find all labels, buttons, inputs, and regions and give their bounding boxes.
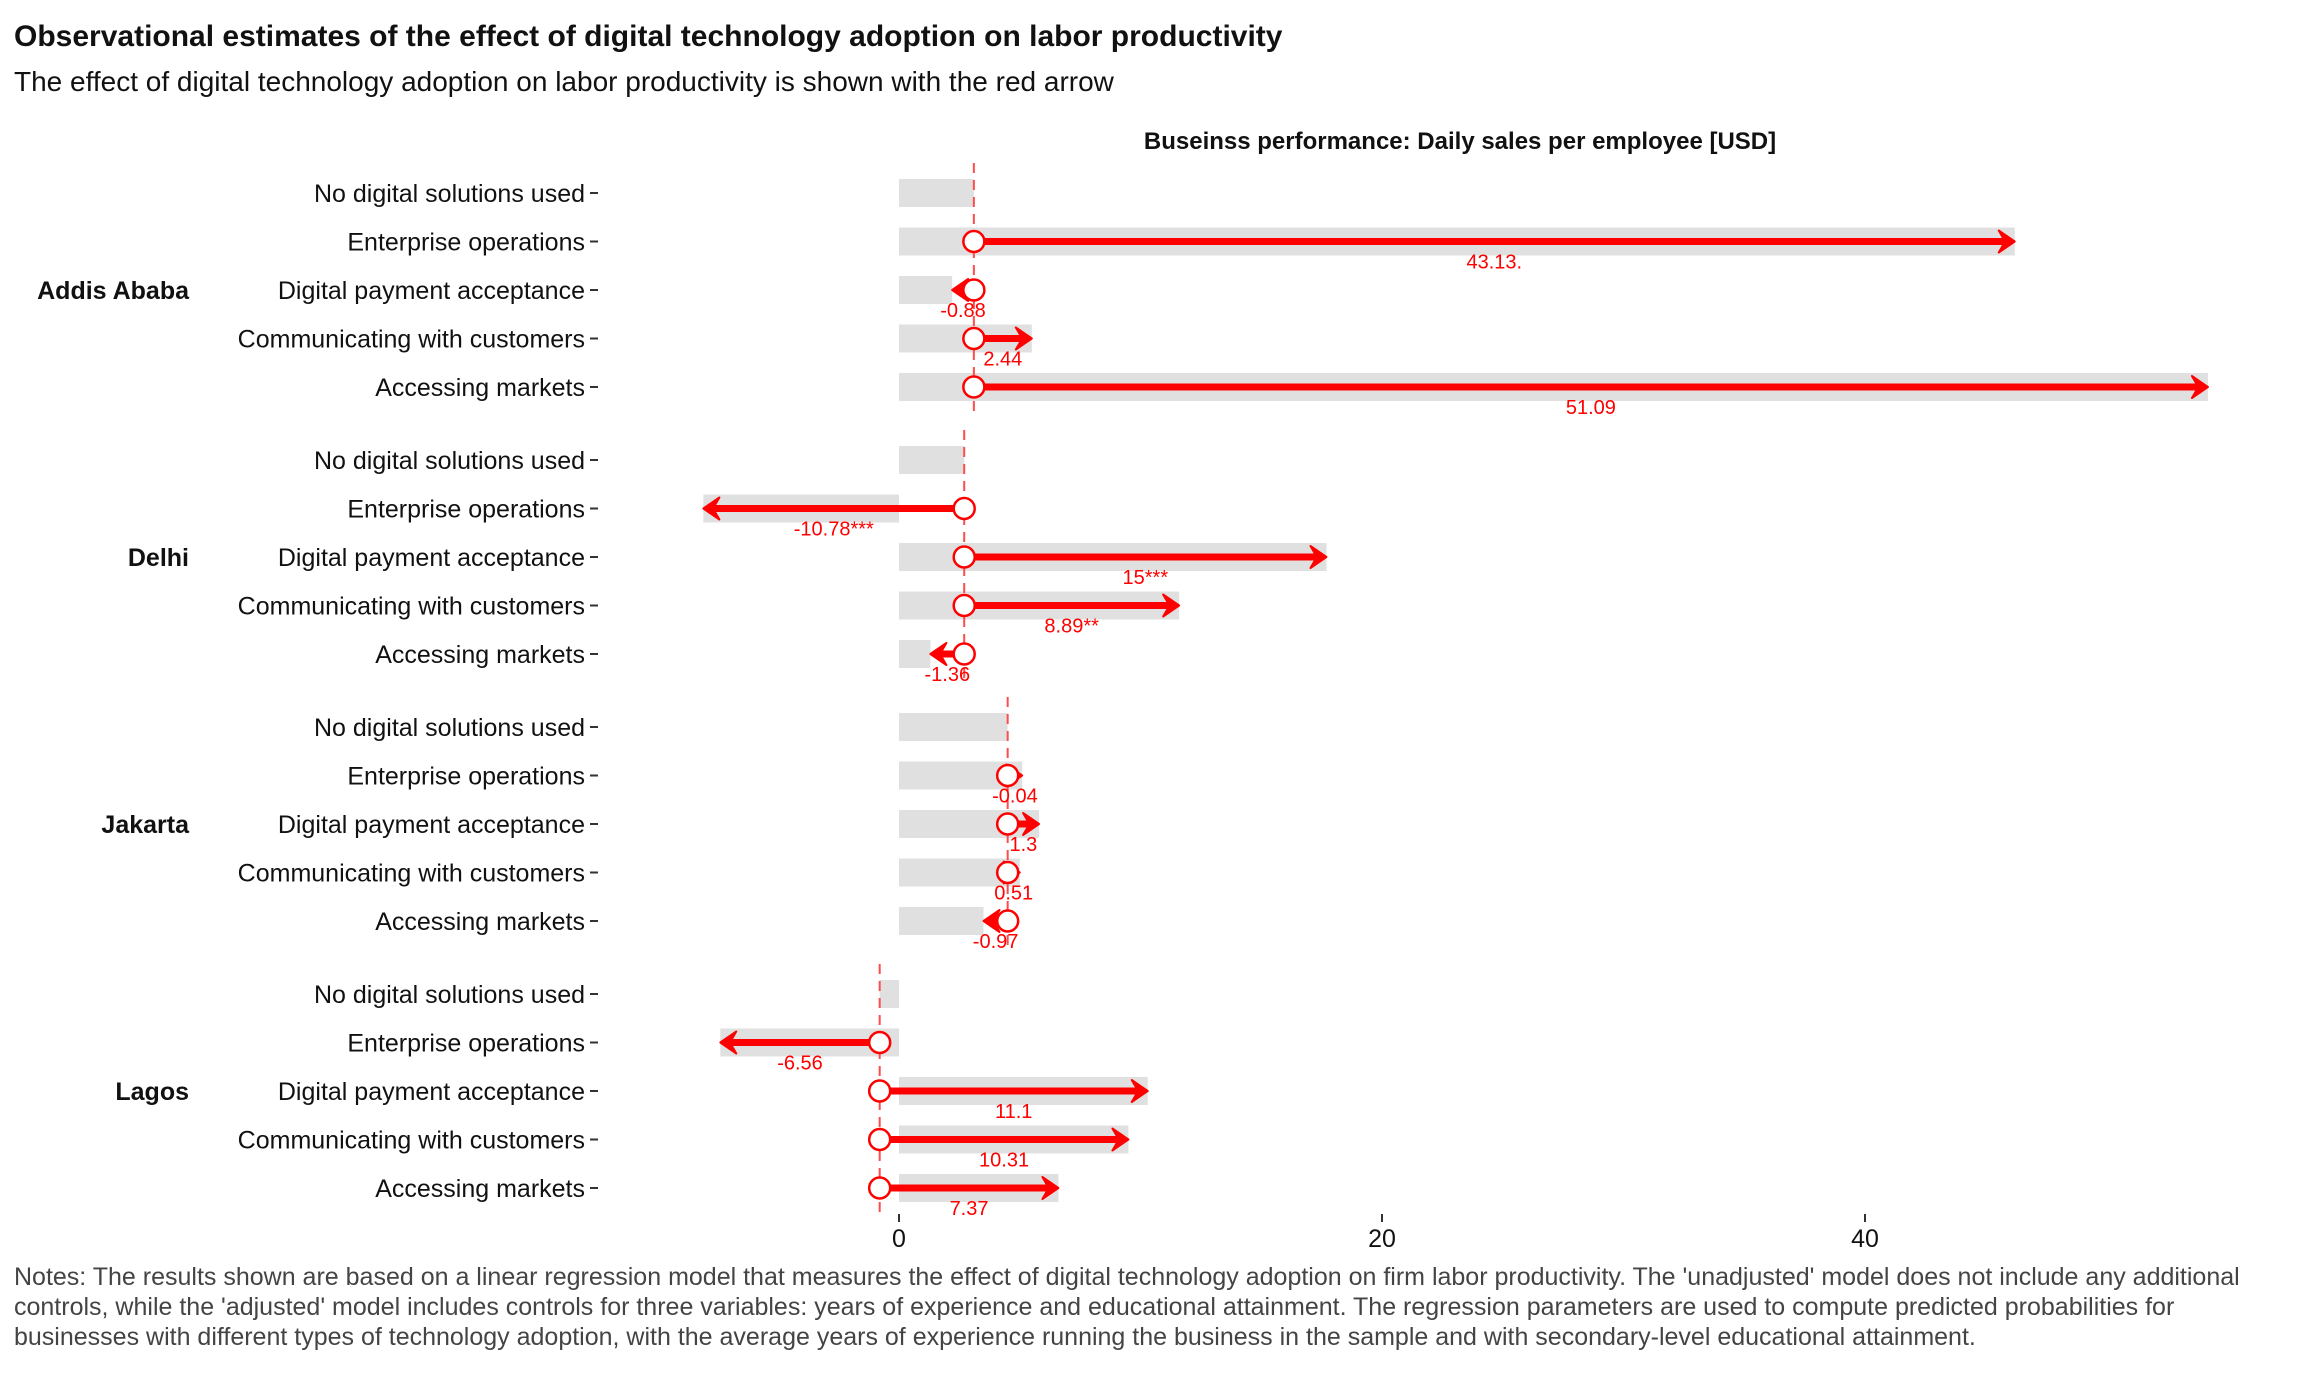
effect-label-lagos-3: 10.31 (979, 1150, 1029, 1172)
effect-arrow-head-delhi-4 (929, 642, 948, 666)
baseline-point-addis-ababa-2 (962, 278, 986, 302)
bar-addis-ababa-0 (899, 179, 974, 207)
effect-arrow-head-delhi-2 (1309, 545, 1328, 569)
group-label-addis-ababa: Addis Ababa (37, 277, 190, 305)
x-axis: 0 20 40 (892, 1214, 1879, 1253)
baseline-point-delhi-4 (952, 642, 976, 666)
effect-label-addis-ababa-3: 2.44 (983, 349, 1022, 371)
baseline-point-lagos-4 (867, 1176, 892, 1200)
effect-label-jakarta-1: -0.04 (992, 786, 1038, 808)
row-label-jakarta-4: Accessing markets (375, 908, 585, 936)
effect-label-jakarta-2: 1.3 (1009, 834, 1037, 856)
baseline-point-lagos-2 (867, 1079, 892, 1103)
baseline-point-delhi-1 (952, 496, 976, 521)
effect-label-delhi-3: 8.89** (1044, 616, 1099, 638)
chart-notes: Notes: The results shown are based on a … (14, 1263, 2240, 1351)
arrows-layer (702, 229, 2209, 1200)
chart-subtitle: The effect of digital technology adoptio… (14, 66, 1114, 97)
x-tick-label: 40 (1851, 1225, 1879, 1253)
row-label-lagos-1: Enterprise operations (347, 1030, 585, 1058)
baseline-point-jakarta-3 (995, 860, 1020, 885)
effect-label-addis-ababa-4: 51.09 (1566, 397, 1616, 419)
bar-addis-ababa-2 (899, 276, 953, 304)
group-label-lagos: Lagos (115, 1078, 189, 1106)
baseline-point-lagos-1 (867, 1030, 892, 1055)
group-label-delhi: Delhi (128, 544, 189, 572)
baseline-point-addis-ababa-3 (962, 326, 986, 351)
bar-jakarta-4 (899, 907, 984, 935)
baseline-point-delhi-2 (952, 545, 976, 569)
row-label-jakarta-0: No digital solutions used (314, 714, 585, 742)
row-label-addis-ababa-3: Communicating with customers (238, 326, 585, 354)
effect-arrow-head-addis-ababa-4 (2190, 375, 2209, 399)
panel-title: Buseinss performance: Daily sales per em… (1144, 128, 1776, 155)
baseline-point-jakarta-1 (995, 763, 1020, 788)
bar-delhi-4 (899, 640, 931, 668)
effect-label-addis-ababa-2: -0.88 (940, 300, 986, 322)
baseline-point-addis-ababa-1 (962, 229, 986, 254)
effect-arrow-head-lagos-1 (719, 1030, 738, 1055)
y-axis: Addis Ababa No digital solutions used Ente… (37, 180, 598, 1203)
effect-arrow-head-lagos-3 (1111, 1127, 1130, 1152)
bar-lagos-0 (879, 980, 899, 1008)
row-label-lagos-0: No digital solutions used (314, 981, 585, 1009)
effect-arrow-head-addis-ababa-3 (1014, 326, 1033, 351)
effect-label-lagos-1: -6.56 (777, 1053, 823, 1075)
row-label-delhi-0: No digital solutions used (314, 447, 585, 475)
effect-label-delhi-4: -1.36 (925, 664, 971, 686)
row-label-addis-ababa-1: Enterprise operations (347, 229, 585, 257)
effect-label-lagos-4: 7.37 (950, 1198, 989, 1220)
effect-label-delhi-2: 15*** (1123, 567, 1169, 589)
row-label-jakarta-3: Communicating with customers (238, 860, 585, 888)
row-label-addis-ababa-2: Digital payment acceptance (278, 277, 585, 305)
bar-delhi-0 (899, 446, 965, 474)
bars-layer (703, 179, 2208, 1202)
row-label-delhi-2: Digital payment acceptance (278, 544, 585, 572)
effect-arrow-head-addis-ababa-1 (1997, 229, 2016, 254)
baseline-point-jakarta-2 (995, 812, 1020, 836)
effect-arrow-head-delhi-1 (702, 496, 721, 521)
x-tick-label: 20 (1368, 1225, 1396, 1253)
x-tick-label: 0 (892, 1225, 906, 1253)
effect-arrow-head-jakarta-4 (982, 909, 1001, 933)
row-label-jakarta-1: Enterprise operations (347, 763, 585, 791)
chart-title: Observational estimates of the effect of… (14, 20, 1283, 53)
group-label-jakarta: Jakarta (101, 811, 190, 839)
effect-label-addis-ababa-1: 43.13. (1466, 252, 1522, 274)
row-label-addis-ababa-0: No digital solutions used (314, 180, 585, 208)
row-label-lagos-3: Communicating with customers (238, 1127, 585, 1155)
effect-arrow-head-delhi-3 (1162, 593, 1181, 618)
effect-label-jakarta-3: 0.51 (994, 883, 1033, 905)
row-label-delhi-1: Enterprise operations (347, 496, 585, 524)
baseline-point-addis-ababa-4 (962, 375, 986, 399)
chart-plot: Buseinss performance: Daily sales per em… (37, 128, 2209, 1253)
row-label-addis-ababa-4: Accessing markets (375, 374, 585, 402)
effect-label-lagos-2: 11.1 (995, 1101, 1032, 1123)
effect-labels-layer: 43.13. -0.88 2.44 51.09 -10.78*** 15*** 8.89**… (777, 252, 1616, 1221)
baseline-point-jakarta-4 (995, 909, 1020, 933)
effect-arrow-head-lagos-4 (1041, 1176, 1060, 1200)
effect-label-delhi-1: -10.78*** (794, 519, 874, 541)
row-label-delhi-3: Communicating with customers (238, 593, 585, 621)
row-label-lagos-4: Accessing markets (375, 1175, 585, 1203)
baseline-point-lagos-3 (867, 1127, 892, 1152)
row-label-jakarta-2: Digital payment acceptance (278, 811, 585, 839)
bar-jakarta-0 (899, 713, 1008, 741)
row-label-delhi-4: Accessing markets (375, 641, 585, 669)
effect-arrow-head-lagos-2 (1130, 1079, 1149, 1103)
effect-label-jakarta-4: -0.97 (973, 931, 1019, 953)
baseline-point-delhi-3 (952, 593, 976, 618)
effect-arrow-head-jakarta-2 (1022, 812, 1041, 836)
row-label-lagos-2: Digital payment acceptance (278, 1078, 585, 1106)
